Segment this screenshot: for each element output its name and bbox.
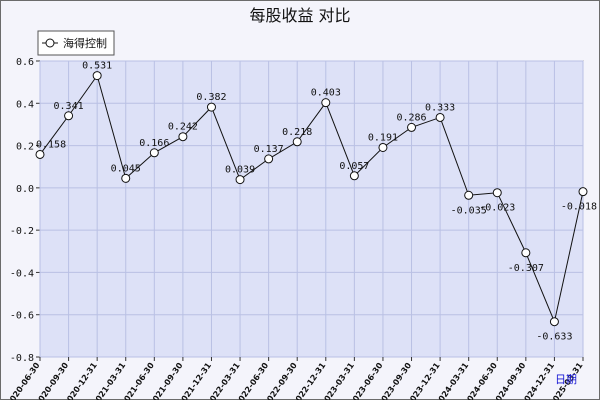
data-point-marker bbox=[178, 132, 188, 142]
data-label: 0.403 bbox=[311, 88, 341, 99]
legend-marker-icon bbox=[45, 38, 55, 48]
chart-title: 每股收益 对比 bbox=[249, 6, 350, 25]
data-point-marker bbox=[407, 122, 417, 132]
series-line bbox=[39, 74, 584, 324]
data-point-marker bbox=[521, 248, 531, 258]
data-point-marker bbox=[206, 102, 216, 112]
data-label: -0.018 bbox=[561, 202, 597, 213]
data-label: 0.531 bbox=[82, 61, 112, 72]
legend: 海得控制 bbox=[37, 30, 115, 56]
data-point-marker bbox=[35, 149, 45, 159]
data-label: 0.057 bbox=[339, 161, 369, 172]
data-point-marker bbox=[64, 111, 74, 121]
data-point-marker bbox=[149, 148, 159, 158]
y-tick-label: 0.0 bbox=[16, 184, 34, 195]
data-point-marker bbox=[292, 137, 302, 147]
data-label: -0.023 bbox=[479, 203, 515, 214]
data-label: 0.166 bbox=[139, 138, 169, 149]
data-label: 0.158 bbox=[36, 139, 66, 150]
data-label: 0.045 bbox=[111, 163, 141, 174]
data-point-marker bbox=[121, 173, 131, 183]
data-point-marker bbox=[549, 317, 559, 327]
data-label: 0.242 bbox=[168, 122, 198, 133]
y-tick-label: 0.2 bbox=[16, 142, 34, 153]
data-point-marker bbox=[92, 71, 102, 81]
data-point-marker bbox=[235, 175, 245, 185]
y-tick-label: -0.6 bbox=[10, 311, 34, 322]
data-label: 0.333 bbox=[425, 102, 455, 113]
y-tick-label: 0.4 bbox=[16, 99, 34, 110]
data-label: -0.307 bbox=[508, 263, 544, 274]
plot-area bbox=[39, 60, 584, 358]
data-label: 0.137 bbox=[254, 144, 284, 155]
x-axis-unit-label: 日期 bbox=[555, 373, 577, 386]
y-tick-label: -0.8 bbox=[10, 353, 34, 364]
data-label: 0.218 bbox=[282, 127, 312, 138]
data-point-marker bbox=[264, 154, 274, 164]
legend-series-label: 海得控制 bbox=[63, 36, 107, 50]
data-point-marker bbox=[378, 142, 388, 152]
data-point-marker bbox=[435, 112, 445, 122]
y-tick-label: -0.2 bbox=[10, 226, 34, 237]
y-tick-label: 0.6 bbox=[16, 57, 34, 68]
y-tick-label: -0.4 bbox=[10, 268, 34, 279]
data-label: 0.191 bbox=[368, 132, 398, 143]
x-tick-label: 2020-06-30 bbox=[5, 361, 42, 400]
data-label: 0.286 bbox=[396, 112, 426, 123]
data-label: 0.039 bbox=[225, 165, 255, 176]
data-label: -0.035 bbox=[451, 205, 487, 216]
data-point-marker bbox=[578, 187, 588, 197]
data-label: 0.382 bbox=[196, 92, 226, 103]
data-point-marker bbox=[349, 171, 359, 181]
data-point-marker bbox=[464, 190, 474, 200]
data-label: 0.341 bbox=[54, 101, 84, 112]
data-label: -0.633 bbox=[536, 332, 572, 343]
data-point-marker bbox=[321, 98, 331, 108]
data-point-marker bbox=[492, 188, 502, 198]
